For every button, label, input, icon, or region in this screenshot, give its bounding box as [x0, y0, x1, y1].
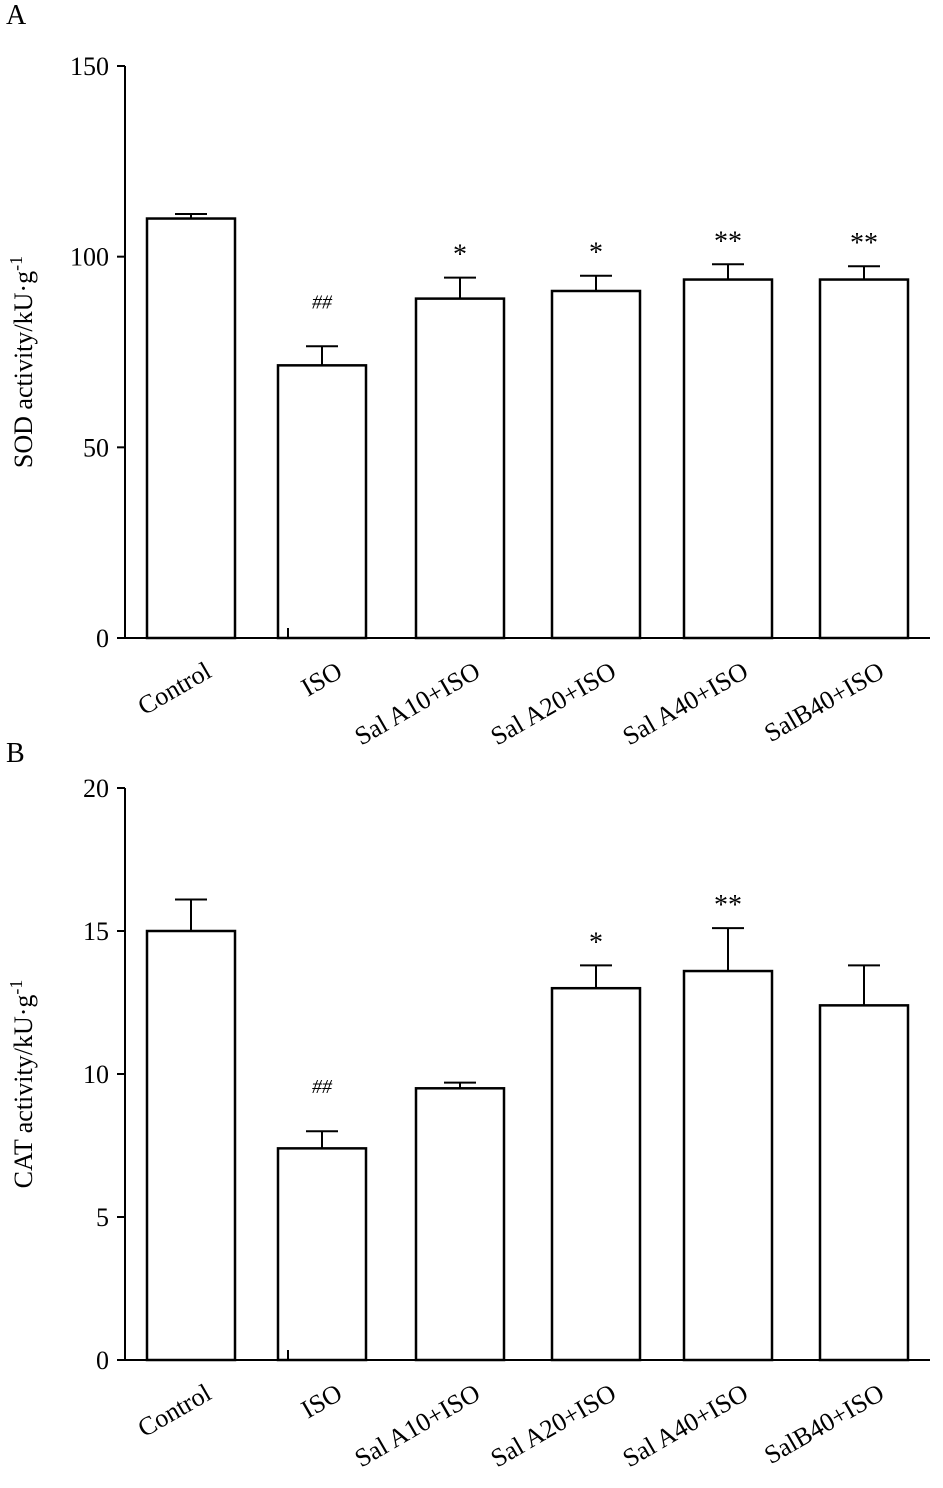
- panel-b-chart: B 0 5 10 15 20 CAT activity/kU·g-1 Control ## ISO…: [6, 738, 930, 1473]
- x-tick-label-3: Sal A10+ISO: [350, 1378, 485, 1473]
- significance-label-2: ##: [312, 291, 333, 313]
- y-tick-label: 100: [70, 243, 109, 272]
- x-tick-label-2: ISO: [296, 656, 347, 702]
- significance-label-6: **: [850, 228, 878, 259]
- bar-3: [414, 1087, 506, 1362]
- bar-5: [682, 969, 774, 1362]
- y-tick-label: 50: [83, 433, 109, 462]
- x-tick-label-1: Control: [133, 1378, 216, 1443]
- y-tick-label: 15: [83, 917, 109, 946]
- y-axis-label: CAT activity/kU·g-1: [6, 980, 38, 1189]
- bar-3: [414, 297, 506, 640]
- y-axis-label-text: CAT activity/kU·g: [9, 995, 38, 1189]
- bar-1: [145, 217, 237, 640]
- bar-1: [145, 929, 237, 1362]
- significance-label-2: ##: [312, 1076, 333, 1098]
- y-axis-label-superscript: -1: [6, 256, 26, 271]
- bar-6: [818, 1004, 910, 1362]
- y-axis-label-text: SOD activity/kU·g: [9, 271, 38, 468]
- bar-4: [550, 986, 642, 1362]
- panel-a-chart: A 0 50 100 150 SOD activity/kU·g-1 Control ## IS…: [6, 0, 930, 751]
- y-tick-label: 150: [70, 52, 109, 81]
- x-tick-label-6: SalB40+ISO: [759, 1378, 889, 1470]
- bar-4: [550, 289, 642, 640]
- significance-label-4: *: [589, 238, 603, 269]
- bar-5: [682, 278, 774, 640]
- bar-2: [276, 364, 368, 640]
- significance-label-5: **: [714, 226, 742, 257]
- y-tick-label: 0: [96, 624, 109, 653]
- x-tick-label-5: Sal A40+ISO: [618, 1378, 753, 1473]
- bar-2: [276, 1147, 368, 1362]
- x-tick-label-5: Sal A40+ISO: [618, 656, 753, 751]
- panel-label: B: [6, 738, 25, 769]
- x-tick-label-4: Sal A20+ISO: [486, 1378, 621, 1473]
- x-tick-label-3: Sal A10+ISO: [350, 656, 485, 751]
- significance-label-4: *: [589, 927, 603, 958]
- x-tick-label-2: ISO: [296, 1378, 347, 1424]
- y-axis-label-superscript: -1: [6, 980, 26, 995]
- bar-6: [818, 278, 910, 640]
- y-tick-label: 20: [83, 774, 109, 803]
- significance-label-3: *: [453, 240, 467, 271]
- x-tick-label-1: Control: [133, 656, 216, 721]
- x-tick-label-6: SalB40+ISO: [759, 656, 889, 748]
- significance-label-5: **: [714, 890, 742, 921]
- y-tick-label: 5: [96, 1203, 109, 1232]
- panel-label: A: [6, 0, 27, 31]
- y-tick-label: 10: [83, 1060, 109, 1089]
- x-tick-label-4: Sal A20+ISO: [486, 656, 621, 751]
- y-tick-label: 0: [96, 1346, 109, 1375]
- y-axis-label: SOD activity/kU·g-1: [6, 256, 38, 468]
